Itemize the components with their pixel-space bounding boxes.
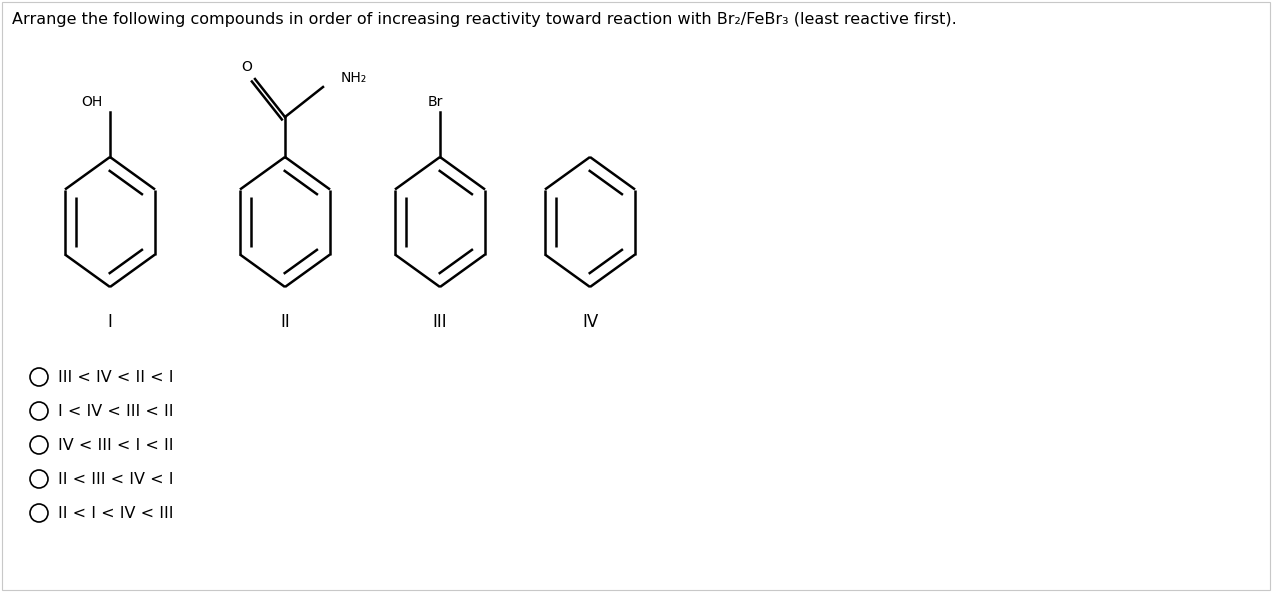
Text: I: I — [108, 313, 112, 331]
Text: OH: OH — [81, 95, 103, 109]
Text: O: O — [242, 60, 252, 74]
Text: III < IV < II < I: III < IV < II < I — [59, 369, 173, 384]
Text: II < I < IV < III: II < I < IV < III — [59, 506, 173, 520]
Text: IV: IV — [581, 313, 598, 331]
Text: Br: Br — [427, 95, 443, 109]
Text: NH₂: NH₂ — [341, 71, 368, 85]
Text: I < IV < III < II: I < IV < III < II — [59, 404, 173, 419]
Text: IV < III < I < II: IV < III < I < II — [59, 437, 173, 452]
Text: II < III < IV < I: II < III < IV < I — [59, 471, 173, 487]
Text: III: III — [432, 313, 448, 331]
Text: Arrange the following compounds in order of increasing reactivity toward reactio: Arrange the following compounds in order… — [11, 12, 957, 27]
Text: II: II — [280, 313, 290, 331]
